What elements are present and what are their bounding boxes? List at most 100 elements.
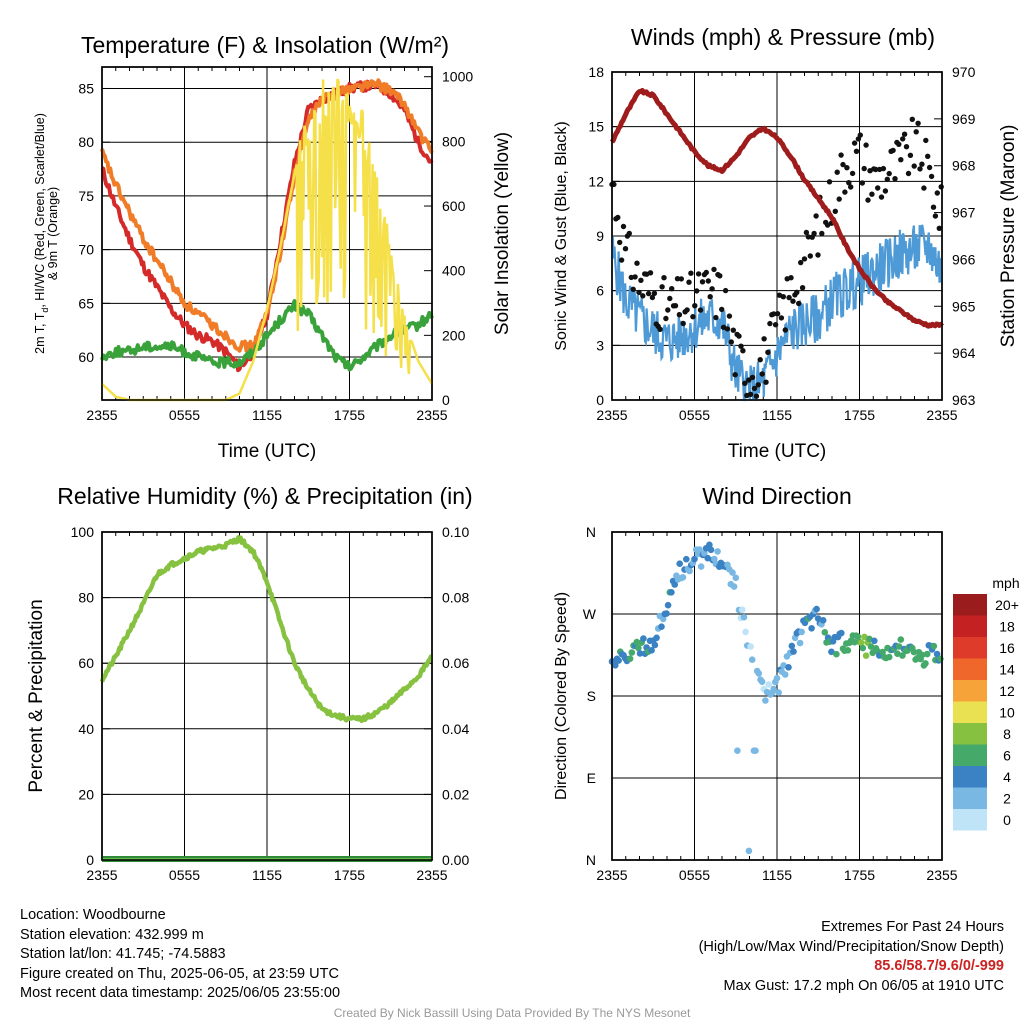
station-info: Location: Woodbourne Station elevation: …	[20, 906, 340, 1004]
direction-point	[739, 606, 746, 613]
x-tick-label: 1155	[252, 407, 282, 423]
gust-point	[747, 391, 754, 397]
y-tick-label: 15	[588, 119, 604, 135]
gust-point	[796, 300, 802, 307]
y2-tick-label: 970	[952, 64, 976, 80]
gust-point	[905, 170, 912, 177]
direction-point	[821, 629, 829, 636]
chart-title: Winds (mph) & Pressure (mb)	[631, 24, 935, 50]
gust-point	[665, 307, 671, 313]
station-location: Location: Woodbourne	[20, 907, 166, 923]
gust-point	[736, 333, 742, 339]
station-latlon: Station lat/lon: 41.745; -74.5883	[20, 946, 226, 962]
colorbar-swatch	[953, 637, 987, 659]
gust-point	[890, 147, 896, 154]
plot-frame	[611, 531, 943, 861]
direction-point	[668, 589, 675, 596]
gust-point	[938, 184, 944, 190]
direction-point	[851, 638, 858, 646]
direction-point	[734, 747, 741, 754]
x-tick-label: 2355	[596, 407, 627, 423]
y-tick-label: 60	[78, 655, 94, 671]
direction-point	[910, 648, 918, 656]
y-tick-label: S	[587, 688, 596, 704]
direction-point	[686, 567, 693, 575]
gust-point	[761, 336, 767, 342]
gust-point	[925, 153, 931, 159]
gust-point	[742, 380, 748, 386]
direction-point	[704, 554, 711, 562]
direction-point	[714, 548, 721, 555]
gust-point	[657, 326, 663, 332]
direction-point	[633, 638, 641, 646]
gust-point	[707, 294, 713, 300]
chart-title: Wind Direction	[702, 483, 852, 509]
gust-point	[799, 285, 806, 291]
y2-tick-label: 0.02	[442, 786, 469, 802]
direction-point	[885, 653, 893, 661]
gust-point	[626, 230, 632, 237]
direction-point	[651, 641, 659, 649]
chart-title: Temperature (F) & Insolation (W/m²)	[81, 32, 449, 58]
direction-point	[635, 644, 642, 652]
direction-point	[828, 648, 835, 656]
series-line-sonic-wind	[610, 224, 943, 402]
direction-point	[854, 633, 862, 640]
gust-point	[846, 180, 852, 186]
direction-point	[762, 697, 769, 704]
gust-point	[663, 315, 669, 322]
gust-point	[684, 307, 690, 313]
gust-point	[638, 277, 644, 283]
gust-point	[892, 176, 898, 182]
gust-point	[738, 343, 744, 349]
gust-point	[884, 176, 890, 182]
gust-point	[632, 274, 638, 280]
colorbar-label: 14	[999, 661, 1015, 677]
y-tick-label: 0	[86, 852, 94, 868]
direction-point	[923, 650, 931, 658]
gust-point	[826, 179, 833, 185]
colorbar-swatch	[953, 701, 987, 723]
colorbar-label: 16	[999, 640, 1015, 656]
gust-point	[778, 315, 785, 321]
y2-tick-label: 0.08	[442, 590, 469, 606]
y2-tick-label: 0.10	[442, 524, 469, 540]
gust-point	[915, 120, 921, 127]
gust-point	[923, 137, 929, 144]
x-axis-label: Time (UTC)	[218, 441, 317, 462]
y2-tick-label: 967	[952, 205, 976, 221]
gust-point	[753, 393, 760, 399]
x-tick-label: 2355	[926, 867, 957, 883]
gust-point	[928, 173, 935, 180]
direction-point	[732, 574, 740, 582]
x-tick-label: 1755	[844, 867, 875, 883]
y2-tick-label: 969	[952, 111, 976, 127]
y2-tick-label: 966	[952, 251, 976, 267]
extremes-title: Extremes For Past 24 Hours	[821, 919, 1004, 935]
direction-point	[918, 651, 926, 659]
gust-point	[765, 349, 771, 355]
colorbar-label: 8	[1003, 726, 1011, 742]
y2-tick-label: 800	[442, 133, 466, 149]
gust-point	[732, 372, 738, 378]
direction-point	[862, 652, 870, 659]
figure-created: Figure created on Thu, 2025-06-05, at 23…	[20, 965, 339, 982]
y2-tick-label: 963	[952, 392, 976, 408]
plot-frame	[101, 66, 433, 401]
gust-point	[755, 382, 761, 388]
direction-point	[781, 671, 789, 678]
gust-point	[772, 322, 779, 328]
panel-1	[100, 66, 434, 402]
direction-point	[697, 563, 705, 570]
direction-point	[745, 847, 753, 855]
gust-point	[661, 275, 667, 281]
direction-point	[740, 613, 748, 621]
gust-point	[709, 286, 715, 292]
y-tick-label: 70	[78, 242, 94, 258]
colorbar-swatch	[953, 615, 987, 637]
direction-point	[790, 648, 797, 655]
gust-point	[840, 161, 846, 168]
y-tick-label: 85	[78, 80, 94, 96]
y2-tick-label: 600	[442, 198, 466, 214]
gust-point	[788, 275, 794, 281]
